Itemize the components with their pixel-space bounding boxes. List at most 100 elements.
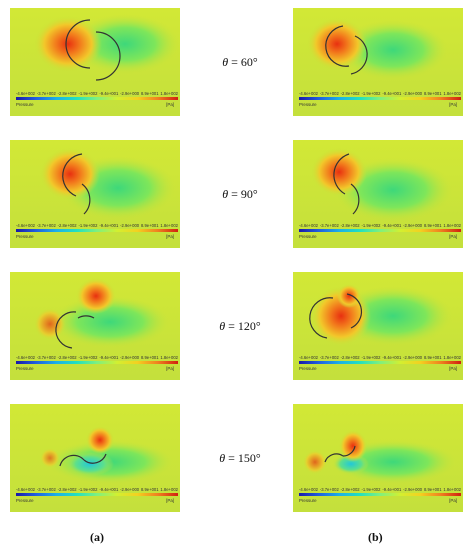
colorbar-tick: -3.7e+002 bbox=[36, 487, 56, 492]
colorbar-tick: -2.9e+000 bbox=[120, 223, 140, 228]
colorbar-label: Pressure bbox=[299, 366, 317, 371]
colorbar-unit: [Pa] bbox=[449, 498, 457, 503]
colorbar-ticks: -4.6e+002 -3.7e+002 -2.8e+002 -1.9e+002 -9.4… bbox=[16, 223, 178, 228]
pressure-field-a-120 bbox=[10, 272, 180, 380]
colorbar-tick: -2.8e+002 bbox=[340, 487, 360, 492]
colorbar-ticks: -4.6e+002 -3.7e+002 -2.8e+002 -1.9e+002 -9.4… bbox=[16, 355, 178, 360]
colorbar bbox=[16, 229, 178, 232]
panel-b-150: -4.6e+002 -3.7e+002 -2.8e+002 -1.9e+002 -9.4… bbox=[293, 404, 463, 512]
panel-b-60: -4.6e+002 -3.7e+002 -2.8e+002 -1.9e+002 -9.4… bbox=[293, 8, 463, 116]
colorbar-unit: [Pa] bbox=[449, 366, 457, 371]
colorbar-tick: -4.6e+002 bbox=[16, 223, 35, 228]
colorbar-tick: -9.4e+001 bbox=[99, 355, 119, 360]
colorbar-tick: -2.8e+002 bbox=[57, 487, 77, 492]
colorbar-tick: -1.9e+002 bbox=[361, 223, 381, 228]
panel-a-150: -4.6e+002 -3.7e+002 -2.8e+002 -1.9e+002 -9.4… bbox=[10, 404, 180, 512]
colorbar-tick: -4.6e+002 bbox=[299, 223, 318, 228]
colorbar-tick: -2.9e+000 bbox=[403, 355, 423, 360]
colorbar-tick: 1.8e+002 bbox=[443, 355, 461, 360]
colorbar-tick: 8.9e+001 bbox=[423, 487, 442, 492]
colorbar-label: Pressure bbox=[16, 102, 34, 107]
colorbar-tick: -2.9e+000 bbox=[120, 91, 140, 96]
colorbar-tick: -2.9e+000 bbox=[403, 223, 423, 228]
colorbar-tick: -9.4e+001 bbox=[382, 223, 402, 228]
colorbar-tick: 1.8e+002 bbox=[160, 223, 178, 228]
colorbar-unit: [Pa] bbox=[166, 234, 174, 239]
colorbar-tick: -2.9e+000 bbox=[403, 91, 423, 96]
colorbar-label: Pressure bbox=[16, 366, 34, 371]
colorbar-tick: -4.6e+002 bbox=[299, 487, 318, 492]
column-label-b: (b) bbox=[368, 530, 383, 544]
colorbar-tick: -1.9e+002 bbox=[78, 223, 98, 228]
colorbar-ticks: -4.6e+002 -3.7e+002 -2.8e+002 -1.9e+002 -9.4… bbox=[16, 91, 178, 96]
colorbar-tick: -9.4e+001 bbox=[382, 355, 402, 360]
colorbar-ticks: -4.6e+002 -3.7e+002 -2.8e+002 -1.9e+002 -9.4… bbox=[299, 487, 461, 492]
colorbar-tick: 8.9e+001 bbox=[140, 355, 159, 360]
colorbar-tick: 8.9e+001 bbox=[140, 91, 159, 96]
colorbar-tick: -3.7e+002 bbox=[36, 355, 56, 360]
colorbar-label: Pressure bbox=[299, 498, 317, 503]
colorbar-label: Pressure bbox=[16, 234, 34, 239]
colorbar-label: Pressure bbox=[16, 498, 34, 503]
colorbar-ticks: -4.6e+002 -3.7e+002 -2.8e+002 -1.9e+002 -9.4… bbox=[299, 355, 461, 360]
colorbar-tick: -4.6e+002 bbox=[16, 355, 35, 360]
colorbar-tick: -1.9e+002 bbox=[78, 91, 98, 96]
panel-b-120: -4.6e+002 -3.7e+002 -2.8e+002 -1.9e+002 -9.4… bbox=[293, 272, 463, 380]
panel-a-60: -4.6e+002 -3.7e+002 -2.8e+002 -1.9e+002 -9.4… bbox=[10, 8, 180, 116]
colorbar-tick: -3.7e+002 bbox=[36, 223, 56, 228]
colorbar-label: Pressure bbox=[299, 234, 317, 239]
colorbar-tick: -4.6e+002 bbox=[16, 487, 35, 492]
colorbar bbox=[299, 493, 461, 496]
colorbar-tick: 1.8e+002 bbox=[160, 487, 178, 492]
colorbar-tick: -9.4e+001 bbox=[99, 91, 119, 96]
colorbar-tick: -1.9e+002 bbox=[361, 91, 381, 96]
angle-label-120: θ = 120° bbox=[219, 319, 261, 333]
colorbar-tick: -3.7e+002 bbox=[319, 91, 339, 96]
colorbar-tick: -3.7e+002 bbox=[319, 355, 339, 360]
colorbar-tick: -1.9e+002 bbox=[78, 487, 98, 492]
colorbar-tick: -2.8e+002 bbox=[57, 355, 77, 360]
colorbar bbox=[299, 229, 461, 232]
colorbar-tick: -4.6e+002 bbox=[16, 91, 35, 96]
colorbar-tick: -1.9e+002 bbox=[361, 355, 381, 360]
colorbar-tick: -3.7e+002 bbox=[36, 91, 56, 96]
colorbar bbox=[16, 97, 178, 100]
colorbar-tick: 1.8e+002 bbox=[443, 223, 461, 228]
colorbar bbox=[16, 361, 178, 364]
colorbar-tick: -2.8e+002 bbox=[57, 91, 77, 96]
colorbar-unit: [Pa] bbox=[166, 498, 174, 503]
colorbar-unit: [Pa] bbox=[166, 102, 174, 107]
colorbar-tick: 1.8e+002 bbox=[160, 91, 178, 96]
colorbar-ticks: -4.6e+002 -3.7e+002 -2.8e+002 -1.9e+002 -9.4… bbox=[299, 223, 461, 228]
colorbar-tick: 8.9e+001 bbox=[140, 487, 159, 492]
colorbar-tick: -2.9e+000 bbox=[120, 355, 140, 360]
colorbar-tick: -4.6e+002 bbox=[299, 91, 318, 96]
colorbar-tick: -4.6e+002 bbox=[299, 355, 318, 360]
angle-label-150: θ = 150° bbox=[219, 451, 261, 465]
colorbar bbox=[299, 97, 461, 100]
colorbar-tick: -9.4e+001 bbox=[382, 91, 402, 96]
colorbar-tick: 8.9e+001 bbox=[140, 223, 159, 228]
panel-a-120: -4.6e+002 -3.7e+002 -2.8e+002 -1.9e+002 -9.4… bbox=[10, 272, 180, 380]
column-label-a: (a) bbox=[90, 530, 104, 544]
angle-label-60: θ = 60° bbox=[222, 55, 258, 69]
colorbar-tick: -9.4e+001 bbox=[99, 487, 119, 492]
colorbar-tick: 1.8e+002 bbox=[443, 487, 461, 492]
colorbar-tick: -9.4e+001 bbox=[382, 487, 402, 492]
colorbar-tick: -1.9e+002 bbox=[361, 487, 381, 492]
colorbar-tick: 8.9e+001 bbox=[423, 355, 442, 360]
colorbar-tick: -9.4e+001 bbox=[99, 223, 119, 228]
colorbar-tick: -3.7e+002 bbox=[319, 223, 339, 228]
colorbar bbox=[299, 361, 461, 364]
colorbar-tick: -2.8e+002 bbox=[340, 91, 360, 96]
colorbar-ticks: -4.6e+002 -3.7e+002 -2.8e+002 -1.9e+002 -9.4… bbox=[299, 91, 461, 96]
colorbar-tick: 8.9e+001 bbox=[423, 91, 442, 96]
colorbar-tick: 1.8e+002 bbox=[443, 91, 461, 96]
angle-label-90: θ = 90° bbox=[222, 187, 258, 201]
colorbar-tick: -2.8e+002 bbox=[340, 355, 360, 360]
colorbar-ticks: -4.6e+002 -3.7e+002 -2.8e+002 -1.9e+002 -9.4… bbox=[16, 487, 178, 492]
colorbar-unit: [Pa] bbox=[449, 102, 457, 107]
colorbar-label: Pressure bbox=[299, 102, 317, 107]
colorbar bbox=[16, 493, 178, 496]
colorbar-unit: [Pa] bbox=[166, 366, 174, 371]
